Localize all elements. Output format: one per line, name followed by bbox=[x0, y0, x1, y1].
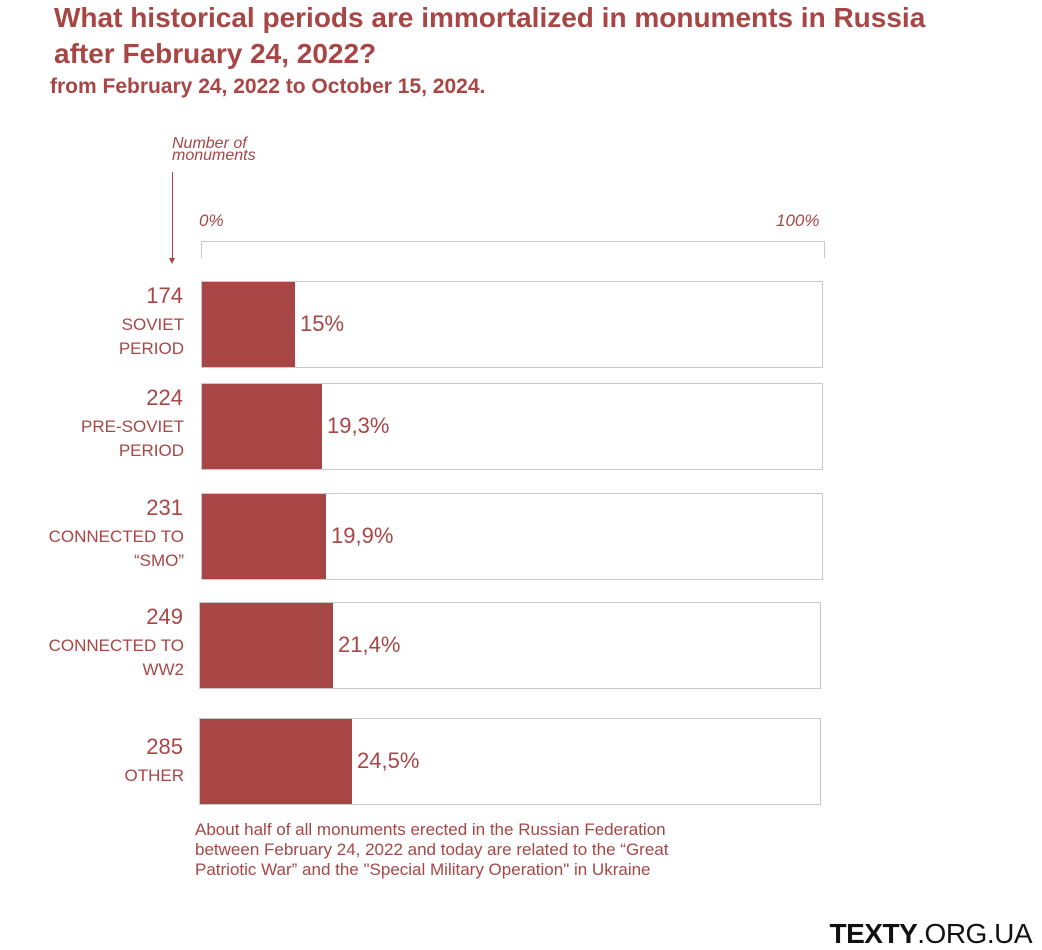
bar-value-label: 19,3% bbox=[327, 413, 390, 438]
bar bbox=[200, 603, 333, 688]
chart-subtitle: from February 24, 2022 to October 15, 20… bbox=[50, 75, 486, 98]
monument-count: 174 bbox=[146, 283, 183, 308]
bar bbox=[200, 719, 352, 804]
arrow-head-icon bbox=[169, 258, 175, 264]
category-label: CONNECTED TO bbox=[48, 636, 184, 655]
bar-track bbox=[201, 383, 823, 470]
arrow-down-icon bbox=[172, 172, 173, 260]
category-label: PERIOD bbox=[118, 339, 184, 358]
scale-min-label: 0% bbox=[199, 211, 224, 230]
bar-value-label: 24,5% bbox=[357, 748, 420, 773]
category-label: OTHER bbox=[124, 766, 185, 785]
bar bbox=[202, 282, 295, 367]
bar-track bbox=[199, 602, 821, 689]
bar-value-label: 19,9% bbox=[331, 523, 394, 548]
bar-track bbox=[199, 718, 821, 805]
category-label: PRE-SOVIET bbox=[81, 417, 184, 436]
footnote: About half of all monuments erected in t… bbox=[195, 820, 669, 879]
logo-bold: TEXTY bbox=[829, 918, 918, 949]
scale-bracket bbox=[201, 241, 825, 258]
chart-title: What historical periods are immortalized… bbox=[54, 2, 926, 69]
bar-value-label: 21,4% bbox=[338, 632, 401, 657]
category-label: WW2 bbox=[142, 660, 184, 679]
bar-track bbox=[201, 281, 823, 368]
scale-max-label: 100% bbox=[776, 211, 820, 230]
monument-count: 224 bbox=[146, 385, 183, 410]
monument-count: 249 bbox=[146, 604, 183, 629]
logo-rest: .ORG.UA bbox=[917, 918, 1032, 949]
bar bbox=[202, 494, 326, 579]
category-label: PERIOD bbox=[118, 441, 184, 460]
count-axis-label: Number of monuments bbox=[172, 135, 256, 164]
monument-count: 231 bbox=[146, 495, 183, 520]
brand-logo: TEXTY.ORG.UA bbox=[829, 918, 1033, 950]
category-label: SOVIET bbox=[121, 315, 184, 334]
monument-count: 285 bbox=[146, 734, 183, 759]
bar-track bbox=[201, 493, 823, 580]
category-label: “SMO” bbox=[133, 551, 184, 570]
bar bbox=[202, 384, 322, 469]
bar-value-label: 15% bbox=[300, 311, 345, 336]
category-label: CONNECTED TO bbox=[48, 527, 184, 546]
